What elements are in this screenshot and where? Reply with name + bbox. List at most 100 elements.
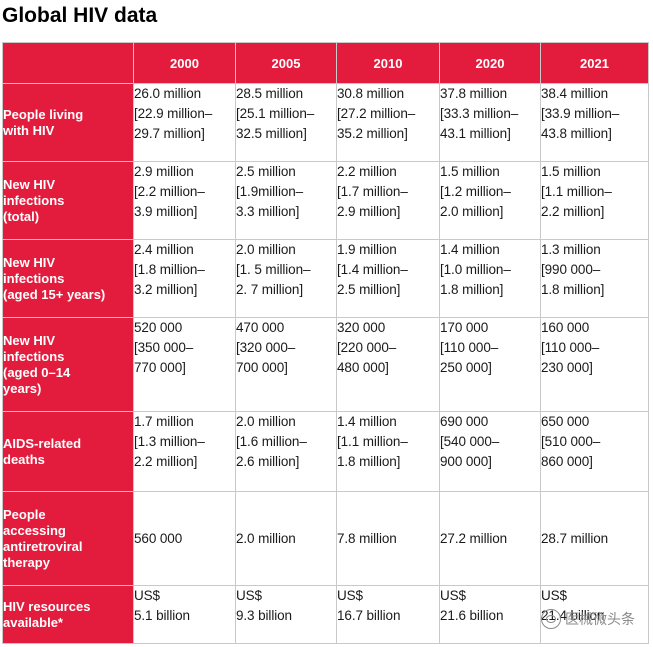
data-cell-2000: US$ 5.1 billion — [133, 585, 236, 644]
data-cell-2005: 2.0 million [1.6 million– 2.6 million] — [235, 411, 337, 492]
data-cell-2005: US$ 9.3 billion — [235, 585, 337, 644]
wechat-official-account-icon — [541, 609, 561, 629]
cell-line: 520 000 — [134, 320, 183, 335]
cell-line: 860 000] — [541, 454, 593, 469]
cell-line: 28.5 million — [236, 86, 304, 101]
cell-line: [27.2 million– — [337, 106, 416, 121]
data-cell-2000: 560 000 — [133, 491, 236, 586]
row-header: AIDS-related deaths — [2, 411, 134, 492]
table-row: AIDS-related deaths 1.7 million [1.3 millio… — [2, 411, 649, 492]
cell-line: US$ — [134, 588, 160, 603]
data-cell-2005: 470 000 [320 000– 700 000] — [235, 317, 337, 412]
row-header-line: infections — [3, 270, 65, 286]
row-header-line: accessing — [3, 522, 66, 538]
cell-line: [350 000– — [134, 340, 194, 355]
cell-line: 1.5 million — [541, 164, 601, 179]
cell-line: 2.0 million — [236, 530, 296, 546]
cell-line: [540 000– — [440, 434, 500, 449]
header-row: 2000 2005 2010 2020 2021 — [2, 42, 649, 84]
cell-line: 2.4 million — [134, 242, 194, 257]
data-cell-2020: 27.2 million — [439, 491, 541, 586]
cell-line: 470 000 — [236, 320, 285, 335]
data-cell-2010: 7.8 million — [336, 491, 440, 586]
table-row: New HIV infections (aged 0–14 years) 520 000… — [2, 317, 649, 412]
data-cell-2010: 1.4 million [1.1 million– 1.8 million] — [336, 411, 440, 492]
row-header: New HIV infections (total) — [2, 161, 134, 240]
cell-line: 900 000] — [440, 454, 492, 469]
row-header-line: AIDS-related — [3, 435, 82, 451]
row-header-line: New HIV — [3, 254, 56, 270]
data-cell-2021: 28.7 million — [540, 491, 649, 586]
row-header-line: (total) — [3, 208, 40, 224]
row-header-line: infections — [3, 348, 65, 364]
cell-line: 5.1 billion — [134, 608, 190, 623]
cell-line: [1. 5 million– — [236, 262, 311, 277]
cell-line: 2.0 million] — [440, 204, 504, 219]
data-cell-2020: 1.5 million [1.2 million– 2.0 million] — [439, 161, 541, 240]
cell-line: 2.0 million — [236, 242, 296, 257]
watermark: 医械微头条 — [541, 609, 635, 629]
cell-line: 2. 7 million] — [236, 282, 303, 297]
row-header-line: People living — [3, 106, 84, 122]
data-cell-2000: 26.0 million [22.9 million– 29.7 million] — [133, 83, 236, 162]
cell-line: 37.8 million — [440, 86, 508, 101]
cell-line: 43.1 million] — [440, 126, 511, 141]
cell-line: 16.7 billion — [337, 608, 401, 623]
cell-line: 480 000] — [337, 360, 389, 375]
row-header-line: deaths — [3, 451, 45, 467]
row-header-line: New HIV — [3, 332, 56, 348]
cell-line: [110 000– — [440, 340, 499, 355]
row-header: People accessing antiretroviral therapy — [2, 491, 134, 586]
data-cell-2021: 1.5 million [1.1 million– 2.2 million] — [540, 161, 649, 240]
data-cell-2010: 2.2 million [1.7 million– 2.9 million] — [336, 161, 440, 240]
cell-line: 650 000 — [541, 414, 590, 429]
cell-line: [1.8 million– — [134, 262, 205, 277]
cell-line: 690 000 — [440, 414, 489, 429]
data-cell-2020: US$ 21.6 billion — [439, 585, 541, 644]
cell-line: 1.4 million — [337, 414, 397, 429]
cell-line: 230 000] — [541, 360, 593, 375]
data-cell-2010: 30.8 million [27.2 million– 35.2 million] — [336, 83, 440, 162]
data-cell-2005: 2.5 million [1.9million– 3.3 million] — [235, 161, 337, 240]
cell-line: 3.9 million] — [134, 204, 198, 219]
data-cell-2000: 1.7 million [1.3 million– 2.2 million] — [133, 411, 236, 492]
cell-line: [2.2 million– — [134, 184, 205, 199]
row-header-line: HIV resources — [3, 598, 91, 614]
cell-line: US$ — [440, 588, 466, 603]
watermark-text: 医械微头条 — [565, 611, 635, 627]
data-cell-2021: 650 000 [510 000– 860 000] — [540, 411, 649, 492]
data-cell-2021: 38.4 million [33.9 million– 43.8 million] — [540, 83, 649, 162]
table-body: People living with HIV 26.0 million [22.9 m… — [2, 83, 649, 644]
row-header-line: (aged 15+ years) — [3, 286, 106, 302]
data-cell-2000: 520 000 [350 000– 770 000] — [133, 317, 236, 412]
cell-line: 2.9 million — [134, 164, 194, 179]
cell-line: 2.2 million] — [541, 204, 605, 219]
cell-line: 28.7 million — [541, 530, 609, 546]
year-header-2020: 2020 — [439, 42, 541, 84]
cell-line: 170 000 — [440, 320, 489, 335]
row-header-line: antiretroviral — [3, 538, 83, 554]
row-header-line: available* — [3, 614, 63, 630]
table-row: People accessing antiretroviral therapy 560 … — [2, 491, 649, 586]
cell-line: 3.3 million] — [236, 204, 300, 219]
table-row: HIV resources available* US$ 5.1 billion US$… — [2, 585, 649, 644]
cell-line: [1.7 million– — [337, 184, 408, 199]
row-header-line: therapy — [3, 554, 50, 570]
cell-line: 27.2 million — [440, 530, 508, 546]
cell-line: 770 000] — [134, 360, 186, 375]
data-cell-2021: 1.3 million [990 000– 1.8 million] — [540, 239, 649, 318]
cell-line: [1.0 million– — [440, 262, 511, 277]
cell-line: 7.8 million — [337, 530, 397, 546]
cell-line: 3.2 million] — [134, 282, 198, 297]
cell-line: [320 000– — [236, 340, 296, 355]
cell-line: [110 000– — [541, 340, 600, 355]
data-cell-2021: 160 000 [110 000– 230 000] — [540, 317, 649, 412]
row-header: New HIV infections (aged 0–14 years) — [2, 317, 134, 412]
cell-line: 21.6 billion — [440, 608, 504, 623]
data-cell-2020: 1.4 million [1.0 million– 1.8 million] — [439, 239, 541, 318]
cell-line: 1.3 million — [541, 242, 601, 257]
cell-line: [33.3 million– — [440, 106, 519, 121]
row-header: New HIV infections (aged 15+ years) — [2, 239, 134, 318]
cell-line: 26.0 million — [134, 86, 202, 101]
year-header-2021: 2021 — [540, 42, 649, 84]
